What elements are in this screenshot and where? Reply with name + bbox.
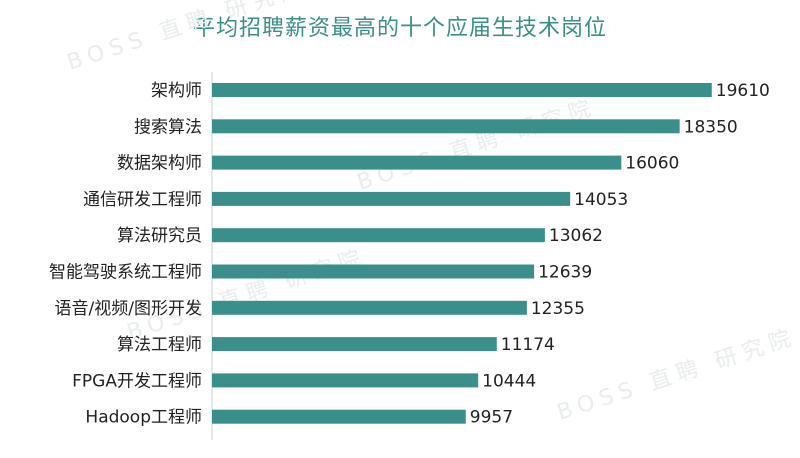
bar xyxy=(212,155,622,170)
watermark: BOSS 直聘 研究院 xyxy=(554,325,799,426)
data-label: 12639 xyxy=(538,263,592,283)
data-label: 10444 xyxy=(482,371,536,391)
bar xyxy=(212,83,712,97)
data-label: 16060 xyxy=(625,154,679,174)
data-label: 14053 xyxy=(574,190,628,210)
watermark-layer: BOSS 直聘 研究院 BOSS 直聘 研究院 BOSS 直聘 研究院 BOSS 直聘… xyxy=(64,0,799,426)
bars-layer: 架构师 19610 搜索算法 18350 数据架构师 16060 通信研发工程师 14053 算… xyxy=(49,81,770,428)
bar xyxy=(212,409,466,424)
data-label: 19610 xyxy=(716,81,770,101)
category-label: 架构师 xyxy=(151,81,202,101)
category-label: 搜索算法 xyxy=(134,117,202,137)
bar xyxy=(212,119,680,134)
category-label: 数据架构师 xyxy=(117,154,202,174)
category-label: 通信研发工程师 xyxy=(83,190,202,210)
bar xyxy=(212,373,479,388)
category-label: 语音/视频/图形开发 xyxy=(55,299,202,319)
category-label: FPGA开发工程师 xyxy=(72,371,202,391)
data-label: 9957 xyxy=(470,408,513,428)
data-label: 12355 xyxy=(531,299,585,319)
watermark: BOSS 直聘 研究院 xyxy=(354,95,599,196)
category-label: 算法工程师 xyxy=(117,335,202,355)
data-label: 13062 xyxy=(549,226,603,246)
chart-title: 平均招聘薪资最高的十个应届生技术岗位 xyxy=(192,16,607,41)
bar xyxy=(212,337,497,352)
data-label: 18350 xyxy=(684,117,738,137)
category-label: 算法研究员 xyxy=(117,226,202,246)
data-label: 11174 xyxy=(501,335,555,355)
bar xyxy=(212,228,545,243)
bar xyxy=(212,191,571,206)
watermark: BOSS 直聘 研究院 xyxy=(64,0,309,76)
category-label: Hadoop工程师 xyxy=(85,408,202,428)
bar xyxy=(212,300,527,315)
bar xyxy=(212,264,535,279)
category-label: 智能驾驶系统工程师 xyxy=(49,263,202,283)
watermark: BOSS 直聘 研究院 xyxy=(124,245,369,346)
